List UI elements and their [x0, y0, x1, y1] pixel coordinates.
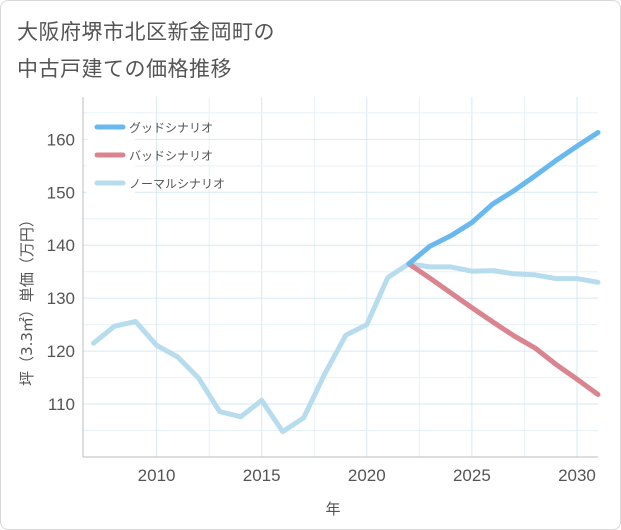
legend-label-bad: バッドシナリオ: [129, 149, 213, 163]
x-tick-label: 2015: [243, 466, 281, 485]
y-tick-label: 160: [47, 130, 75, 149]
axes: [82, 97, 598, 458]
y-tick-label: 110: [48, 395, 75, 414]
series-line-good: [406, 130, 601, 267]
y-tick-label: 150: [47, 183, 75, 202]
series-layer: [91, 130, 601, 435]
series-line-bad: [406, 261, 601, 397]
legend-label-normal: ノーマルシナリオ: [129, 177, 225, 191]
y-tick-label: 120: [47, 342, 75, 361]
y-axis-label: 坪（3.3㎡）単価（万円）: [18, 212, 36, 386]
x-tick-label: 2025: [453, 466, 491, 485]
legend-label-good: グッドシナリオ: [129, 121, 213, 135]
chart-title-line-2: 中古戸建ての価格推移: [17, 57, 232, 81]
y-tick-label: 130: [47, 289, 75, 308]
legend: グッドシナリオ バッドシナリオ ノーマルシナリオ: [87, 113, 225, 205]
x-tick-label: 2030: [558, 466, 596, 485]
tick-labels: 2010 2015 2020 2025 2030 110 120 130 140 150 160: [47, 130, 596, 485]
x-tick-label: 2010: [138, 466, 176, 485]
y-tick-label: 140: [47, 236, 75, 255]
series-line-normal: [91, 261, 601, 435]
x-tick-label: 2020: [348, 466, 386, 485]
x-axis-label: 年: [325, 500, 340, 518]
chart-title-line-1: 大阪府堺市北区新金岡町の: [17, 20, 275, 44]
